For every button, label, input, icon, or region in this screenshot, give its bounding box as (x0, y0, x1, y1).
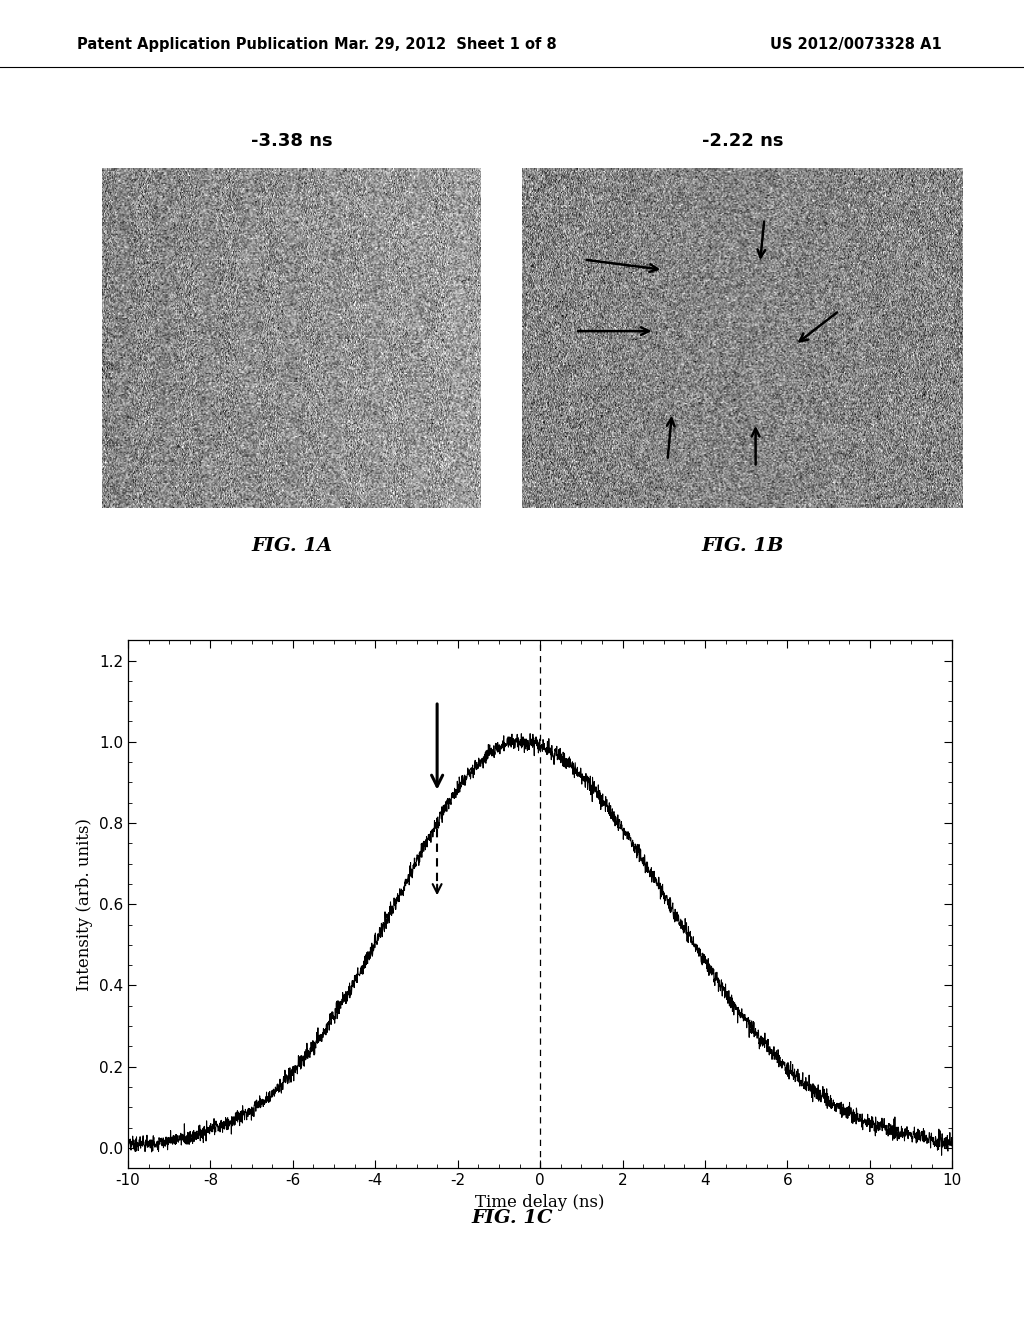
Text: Patent Application Publication: Patent Application Publication (77, 37, 329, 53)
Text: FIG. 1A: FIG. 1A (251, 537, 333, 554)
Text: Mar. 29, 2012  Sheet 1 of 8: Mar. 29, 2012 Sheet 1 of 8 (334, 37, 557, 53)
Text: -2.22 ns: -2.22 ns (701, 132, 783, 150)
Text: FIG. 1B: FIG. 1B (701, 537, 783, 554)
X-axis label: Time delay (ns): Time delay (ns) (475, 1193, 605, 1210)
Text: -3.38 ns: -3.38 ns (251, 132, 333, 150)
Text: US 2012/0073328 A1: US 2012/0073328 A1 (770, 37, 942, 53)
Y-axis label: Intensity (arb. units): Intensity (arb. units) (77, 817, 93, 991)
Text: FIG. 1C: FIG. 1C (471, 1209, 553, 1226)
